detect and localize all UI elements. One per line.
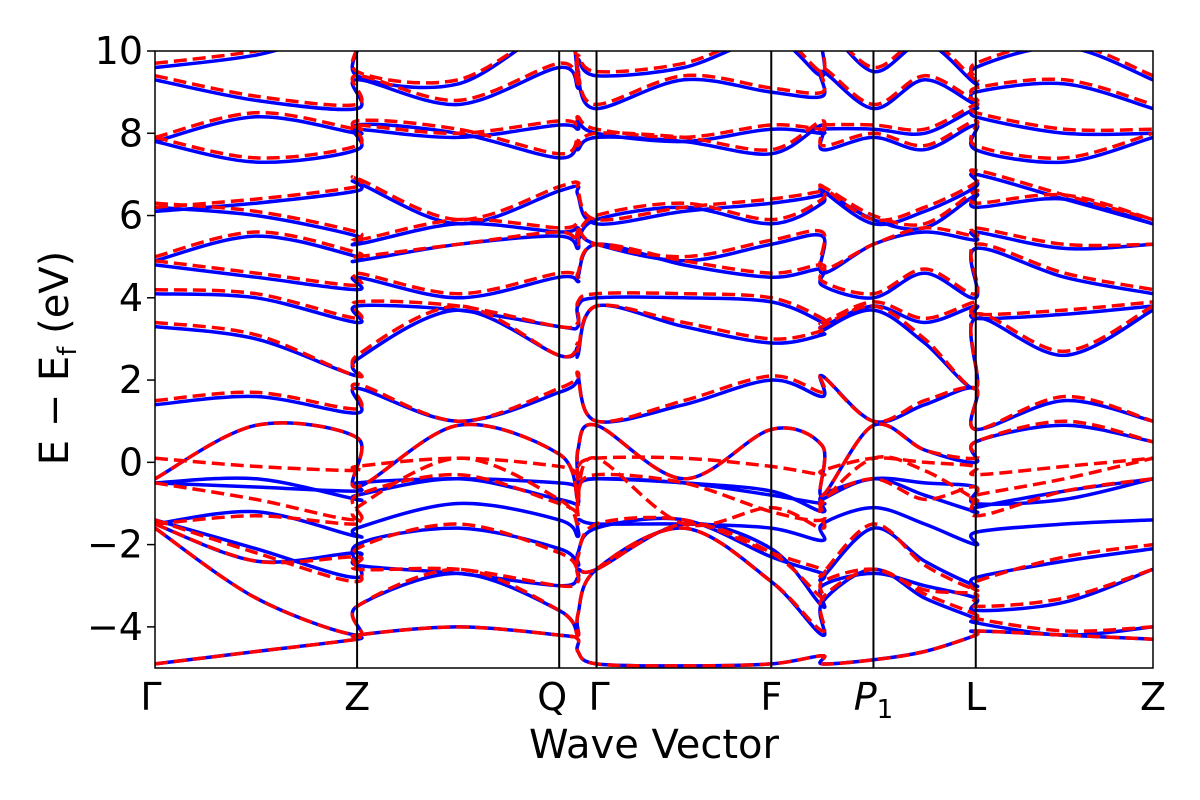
y-tick-label: 4: [119, 276, 143, 320]
x-tick-label: L: [965, 675, 986, 719]
y-tick-label: 2: [119, 358, 143, 402]
y-tick-label: 0: [119, 440, 143, 484]
x-axis: Γ Z Q Γ F P1 L Z: [140, 675, 1166, 725]
y-axis-label: E − Ef (eV): [32, 251, 83, 466]
solid-band-line: [155, 172, 1153, 227]
dashed-band-line: [155, 61, 1153, 108]
high-symmetry-lines: [356, 51, 977, 668]
dashed-band-line: [155, 526, 1153, 637]
y-tick-label: 8: [119, 111, 143, 155]
x-tick-label: P1: [854, 675, 893, 725]
x-tick-label: Z: [1140, 675, 1166, 719]
solid-band-line: [155, 122, 1153, 165]
x-tick-label: Z: [344, 675, 370, 719]
x-tick-label: Γ: [589, 675, 610, 719]
y-axis: −4 −2 0 2 4 6 8 10: [87, 29, 155, 649]
dashed-band-line: [155, 242, 1153, 296]
solid-band-line: [155, 51, 1153, 90]
y-tick-label: 10: [95, 29, 143, 73]
dashed-band-line: [155, 51, 1153, 85]
plot-frame: [154, 50, 1154, 669]
band-lines: [155, 51, 1153, 668]
x-tick-label: Q: [537, 675, 567, 719]
y-tick-label: −2: [87, 523, 143, 567]
solid-band-line: [155, 291, 1153, 331]
dashed-band-line: [155, 455, 1153, 477]
dashed-band-line: [155, 303, 1153, 391]
x-axis-label: Wave Vector: [529, 722, 780, 768]
y-tick-label: 6: [119, 194, 143, 238]
x-tick-label: Γ: [140, 675, 161, 719]
y-tick-label: −4: [87, 605, 143, 649]
dashed-band-line: [155, 370, 1153, 432]
dashed-band-line: [155, 287, 1153, 330]
dashed-band-line: [155, 168, 1153, 223]
solid-band-line: [155, 242, 1153, 300]
x-tick-label: F: [760, 675, 782, 719]
